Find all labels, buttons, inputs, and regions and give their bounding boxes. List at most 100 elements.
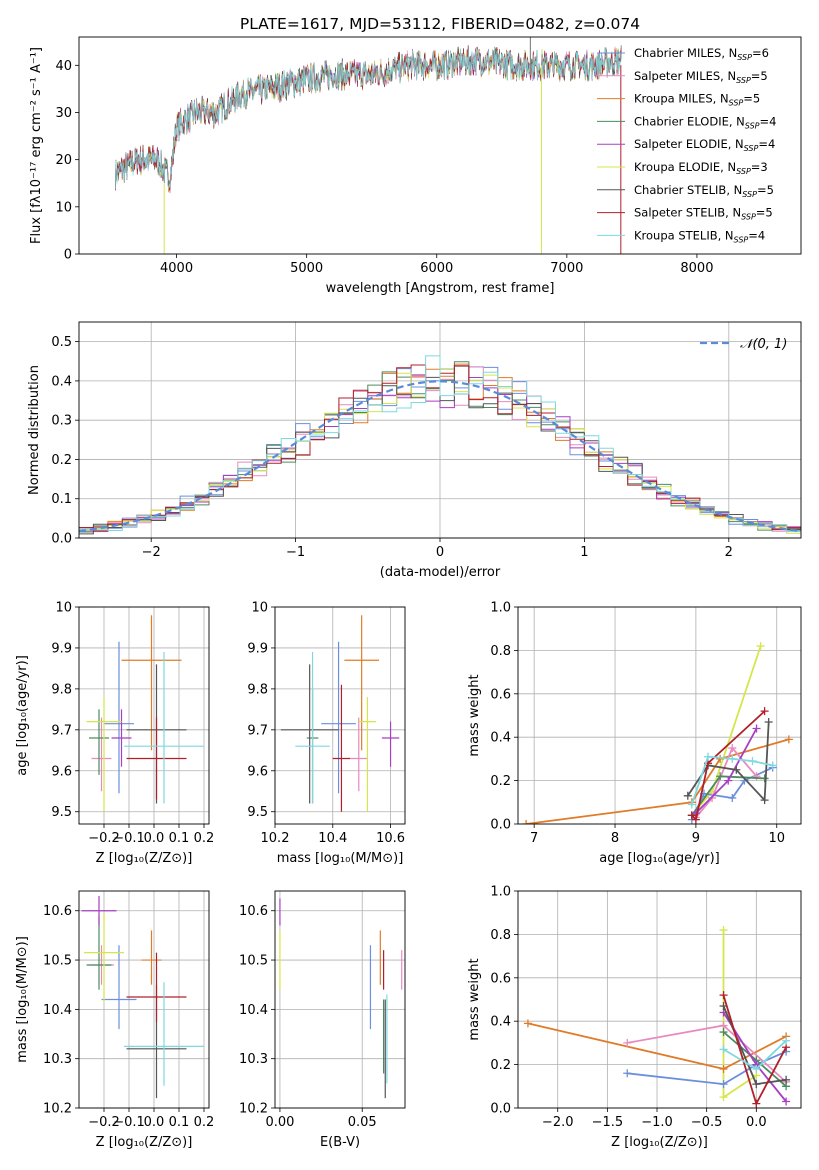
y-tick-label: 0.5	[51, 335, 72, 350]
y-tick-label: 0.0	[490, 818, 511, 833]
histogram-step	[79, 355, 801, 532]
weight-marker	[782, 1036, 791, 1045]
x-tick-label: 10.4	[318, 831, 347, 846]
x-tick-label: 10.6	[376, 831, 405, 846]
x-tick-label: 0.0	[144, 1115, 165, 1130]
y-tick-label: 10.5	[43, 954, 72, 969]
x-tick-label: 10.2	[261, 831, 290, 846]
weight-marker	[623, 1038, 632, 1047]
x-tick-label: 4000	[160, 261, 193, 276]
weight-marker	[719, 926, 728, 935]
legend-label: Salpeter ELODIE, NSSP=4	[634, 137, 775, 153]
x-tick-label: 0.1	[169, 831, 190, 846]
spectrum-line	[115, 46, 622, 190]
x-tick-label: 0	[436, 545, 444, 560]
y-tick-label: 30	[55, 106, 72, 121]
weight-marker	[728, 754, 737, 763]
y-tick-label: 10.2	[239, 1102, 268, 1117]
axes-mass-vs-EBV: 0.00 0.05 10.2 10.3 10.4 10.5 10.6 E(B-V)	[239, 890, 406, 1150]
weight-marker	[760, 796, 769, 805]
x-tick-label: 0.2	[194, 831, 215, 846]
spectrum-line	[115, 47, 622, 190]
weight-marker	[728, 744, 737, 753]
weight-marker	[782, 1075, 791, 1084]
y-tick-label: 10.3	[239, 1052, 268, 1067]
legend-label: Kroupa ELODIE, NSSP=3	[634, 160, 768, 176]
spectrum-line	[115, 45, 622, 187]
weight-marker	[760, 707, 769, 716]
y-tick-label: 0.3	[51, 414, 72, 429]
legend-count: =6	[752, 46, 769, 60]
y-tick-label: 0.4	[490, 731, 511, 746]
weight-marker	[752, 1099, 761, 1108]
y-axis-label: mass [log₁₀(M/M⊙)]	[15, 936, 30, 1063]
weight-marker	[704, 752, 713, 761]
x-tick-label: 0.2	[194, 1115, 215, 1130]
y-axis-label: age [log₁₀(age/yr)]	[15, 655, 30, 776]
weight-marker	[687, 811, 696, 820]
weight-marker	[719, 991, 728, 1000]
x-tick-label: 7000	[550, 261, 583, 276]
axes-weight-vs-Z: −2.0 −1.5 −1.0 −0.5 0.0 0.0 0.2 0.4 0.6 0.8 1.0 Z […	[467, 885, 802, 1150]
y-tick-label: 10	[55, 200, 72, 215]
weight-marker	[748, 757, 757, 766]
y-tick-label: 9.6	[51, 764, 72, 779]
y-tick-label: 0.2	[51, 453, 72, 468]
weight-marker	[719, 1028, 728, 1037]
weight-marker	[782, 1097, 791, 1106]
weight-marker	[719, 1080, 728, 1089]
weight-marker	[752, 1064, 761, 1073]
legend-subscript: SSP	[742, 190, 757, 199]
plot-residuals	[79, 355, 801, 535]
y-tick-label: 0	[64, 248, 72, 263]
y-axis-label: Flux [fλ10⁻¹⁷ erg cm⁻² s⁻¹ A⁻¹]	[29, 47, 44, 244]
legend-count: =5	[756, 206, 773, 220]
weight-line	[691, 710, 766, 822]
plot-mass-vs-Z	[81, 895, 204, 1099]
figure-title: PLATE=1617, MJD=53112, FIBERID=0482, z=0…	[240, 15, 640, 33]
weight-marker	[691, 815, 700, 824]
x-tick-label: 6000	[420, 261, 453, 276]
legend-label: Chabrier ELODIE, NSSP=4	[634, 114, 776, 130]
weight-marker	[752, 724, 761, 733]
y-tick-label: 10	[251, 601, 268, 616]
legend-count: =5	[751, 69, 768, 83]
axes-frame	[274, 606, 406, 825]
x-axis-label: mass [log₁₀(M/M⊙)]	[277, 851, 404, 866]
legend-label: Salpeter MILES, NSSP=5	[634, 69, 768, 85]
x-axis-label: Z [log₁₀(Z/Z⊙)]	[96, 1135, 193, 1150]
y-tick-label: 0.8	[490, 928, 511, 943]
legend-count: =4	[748, 228, 765, 242]
weight-marker	[760, 774, 769, 783]
x-tick-label: −0.2	[88, 1115, 120, 1130]
x-tick-label: 0.05	[348, 1115, 377, 1130]
legend-count: =4	[760, 114, 777, 128]
y-tick-label: 0.6	[490, 971, 511, 986]
y-tick-label: 10.5	[239, 954, 268, 969]
y-tick-label: 0.2	[490, 1058, 511, 1073]
y-tick-label: 10.4	[239, 1003, 268, 1018]
legend-label: Salpeter STELIB, NSSP=5	[634, 206, 773, 222]
plot-age-vs-mass	[280, 615, 400, 812]
weight-line	[627, 1050, 787, 1086]
y-tick-label: 9.7	[247, 723, 268, 738]
legend-subscript: SSP	[741, 213, 756, 222]
x-tick-label: 8000	[680, 261, 713, 276]
plot-age-vs-Z	[86, 615, 204, 812]
spectrum-legend: Chabrier MILES, NSSP=6 Salpeter MILES, NS…	[597, 46, 776, 244]
weight-line	[525, 738, 790, 824]
y-tick-label: 10.4	[43, 1003, 72, 1018]
x-tick-label: −0.5	[691, 1115, 723, 1130]
x-axis-label: (data-model)/error	[380, 565, 501, 580]
x-tick-label: −1.0	[641, 1115, 673, 1130]
y-tick-label: 40	[55, 59, 72, 74]
weight-marker	[732, 765, 741, 774]
x-tick-label: 5000	[290, 261, 323, 276]
axes-frame	[274, 890, 406, 1109]
x-axis-label: Z [log₁₀(Z/Z⊙)]	[611, 1135, 708, 1150]
y-tick-label: 0.0	[51, 532, 72, 547]
x-tick-label: −0.1	[113, 1115, 145, 1130]
y-tick-label: 1.0	[490, 885, 511, 900]
weight-marker	[522, 820, 531, 824]
plot-weight-vs-age	[522, 642, 793, 824]
